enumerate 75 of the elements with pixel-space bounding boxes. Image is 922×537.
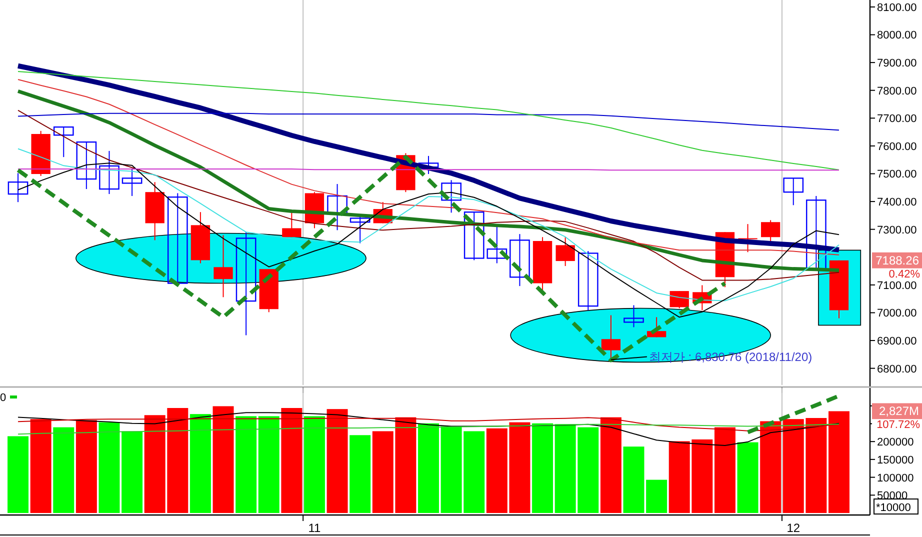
y-tick-label: 8100.00 <box>877 2 917 14</box>
y-tick-label: 6800.00 <box>877 363 917 376</box>
candlestick <box>8 172 28 203</box>
bar <box>8 436 29 513</box>
candlestick <box>738 224 758 253</box>
candlestick <box>464 211 484 261</box>
candlestick <box>441 180 462 214</box>
bar <box>418 423 439 513</box>
y-tick-label: 100000 <box>877 472 914 484</box>
candlestick <box>486 224 508 264</box>
text: 0.42% <box>888 268 920 280</box>
annotation: 0 <box>0 392 6 404</box>
text: 7188.26 <box>876 253 920 268</box>
bar <box>350 435 371 513</box>
bar <box>122 431 143 513</box>
candlestick <box>601 314 621 360</box>
bar <box>212 406 234 513</box>
candlestick <box>578 250 598 311</box>
bar <box>646 480 668 513</box>
y-tick-label: 7700.00 <box>877 113 917 126</box>
text: 2,827M <box>878 404 919 418</box>
y-tick-label: 7600.00 <box>877 140 917 153</box>
bar <box>737 442 758 513</box>
y-tick-label: 7400.00 <box>877 196 917 209</box>
bar <box>828 411 850 513</box>
bar <box>258 416 280 513</box>
candlestick <box>167 192 188 284</box>
line-series <box>18 110 840 281</box>
candlestick <box>670 290 689 309</box>
candlestick <box>556 236 575 267</box>
candlestick <box>236 232 256 336</box>
text: *10000 <box>876 502 911 514</box>
y-tick-label: 150000 <box>877 454 914 466</box>
line-series <box>18 70 840 170</box>
bar <box>714 427 736 513</box>
line-series <box>18 424 840 435</box>
y-tick-label: 8000.00 <box>877 30 917 42</box>
y-tick-label: 200000 <box>877 436 914 449</box>
bar <box>236 416 257 513</box>
bar <box>600 417 622 513</box>
y-tick-label: 7000.00 <box>877 308 917 320</box>
y-tick-label: 7100.00 <box>877 280 917 292</box>
y-tick-label: 7300.00 <box>877 224 917 236</box>
candlestick <box>350 215 370 244</box>
candlestick <box>760 220 780 243</box>
line-series <box>18 412 840 446</box>
bar <box>30 419 52 513</box>
candlestick <box>76 141 97 190</box>
bar <box>304 416 325 513</box>
candlestick <box>53 126 74 158</box>
candlestick <box>282 212 302 238</box>
bar <box>281 408 302 513</box>
y-tick-label: 7500.00 <box>877 168 917 181</box>
bar <box>326 409 348 513</box>
candlestick <box>783 178 804 206</box>
bar <box>98 422 120 513</box>
bar <box>190 414 211 513</box>
y-tick-label: 7800.00 <box>877 85 917 98</box>
candlestick <box>122 168 142 196</box>
bar <box>623 446 644 513</box>
bar <box>760 421 782 513</box>
bar <box>532 423 554 513</box>
candlestick <box>624 304 644 328</box>
x-tick-label: 12 <box>786 521 800 535</box>
candlestick <box>510 234 530 287</box>
line-series <box>18 417 840 432</box>
text: 107.72% <box>876 419 920 432</box>
candlestick <box>214 234 233 298</box>
x-tick-label: 11 <box>308 521 322 535</box>
candlestick <box>99 150 120 195</box>
line-series <box>18 112 840 131</box>
bar <box>76 420 97 513</box>
bar <box>53 427 74 513</box>
y-tick-label: 7900.00 <box>877 58 917 70</box>
y-tick-label: 6900.00 <box>877 336 917 348</box>
